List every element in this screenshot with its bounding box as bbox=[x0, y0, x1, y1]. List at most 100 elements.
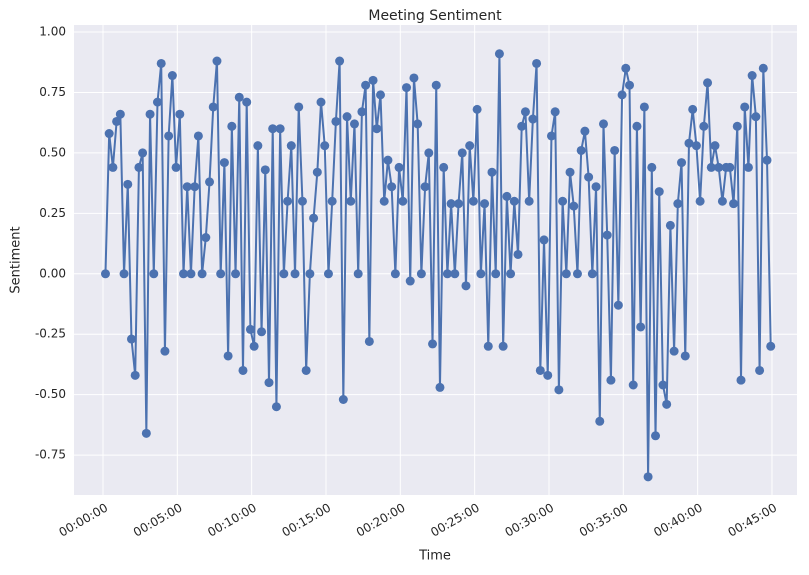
data-point bbox=[717, 196, 727, 206]
data-point bbox=[669, 346, 679, 356]
data-point bbox=[747, 71, 757, 81]
data-point bbox=[625, 80, 635, 90]
data-point bbox=[584, 172, 594, 182]
data-point bbox=[439, 162, 449, 172]
data-point bbox=[651, 431, 661, 441]
data-point bbox=[494, 49, 504, 59]
data-point bbox=[364, 336, 374, 346]
data-point bbox=[632, 121, 642, 131]
data-point bbox=[179, 269, 189, 279]
y-tick-label: 0.75 bbox=[39, 85, 66, 99]
data-point bbox=[665, 220, 675, 230]
data-point bbox=[461, 281, 471, 291]
data-point bbox=[628, 380, 638, 390]
data-point bbox=[335, 56, 345, 66]
data-point bbox=[610, 145, 620, 155]
x-axis-label: Time bbox=[418, 549, 451, 564]
data-point bbox=[249, 341, 259, 351]
data-point bbox=[743, 162, 753, 172]
data-point bbox=[413, 119, 423, 129]
data-point bbox=[498, 341, 508, 351]
data-point bbox=[621, 63, 631, 73]
data-point bbox=[383, 155, 393, 165]
data-point bbox=[138, 148, 148, 158]
data-point bbox=[732, 121, 742, 131]
data-point bbox=[725, 162, 735, 172]
x-tick-label: 00:40:00 bbox=[651, 501, 705, 540]
data-point bbox=[710, 141, 720, 151]
data-point bbox=[569, 201, 579, 211]
data-point bbox=[513, 249, 523, 259]
data-point bbox=[740, 102, 750, 112]
x-tick-label: 00:05:00 bbox=[131, 501, 185, 540]
data-point bbox=[152, 97, 162, 107]
data-point bbox=[312, 167, 322, 177]
data-point bbox=[483, 341, 493, 351]
data-point bbox=[643, 472, 653, 482]
data-point bbox=[104, 129, 114, 139]
data-point bbox=[677, 158, 687, 168]
data-point bbox=[729, 199, 739, 209]
y-tick-label: -0.50 bbox=[35, 387, 66, 401]
data-point bbox=[424, 148, 434, 158]
data-point bbox=[688, 104, 698, 114]
data-point bbox=[617, 90, 627, 100]
data-point bbox=[205, 177, 215, 187]
data-point bbox=[245, 324, 255, 334]
data-line bbox=[104, 52, 772, 478]
data-point bbox=[394, 162, 404, 172]
data-point bbox=[606, 375, 616, 385]
data-point bbox=[387, 182, 397, 192]
data-point bbox=[346, 196, 356, 206]
data-point bbox=[647, 162, 657, 172]
data-point bbox=[639, 102, 649, 112]
data-point bbox=[502, 191, 512, 201]
data-point bbox=[476, 269, 486, 279]
data-point bbox=[242, 97, 252, 107]
data-point bbox=[141, 428, 151, 438]
data-point bbox=[398, 196, 408, 206]
data-point bbox=[691, 141, 701, 151]
data-point bbox=[561, 269, 571, 279]
x-tick-label: 00:45:00 bbox=[726, 501, 780, 540]
data-point bbox=[543, 370, 553, 380]
data-point bbox=[327, 196, 337, 206]
data-point bbox=[357, 107, 367, 117]
data-point bbox=[134, 162, 144, 172]
data-point bbox=[375, 90, 385, 100]
data-point bbox=[353, 269, 363, 279]
data-point bbox=[636, 322, 646, 332]
data-point bbox=[212, 56, 222, 66]
data-point bbox=[465, 141, 475, 151]
data-point bbox=[550, 107, 560, 117]
data-point bbox=[186, 269, 196, 279]
data-point bbox=[145, 109, 155, 119]
data-point bbox=[699, 121, 709, 131]
y-tick-label: -0.25 bbox=[35, 327, 66, 341]
data-point bbox=[167, 71, 177, 81]
data-point bbox=[297, 196, 307, 206]
data-point bbox=[472, 104, 482, 114]
data-point bbox=[491, 269, 501, 279]
data-point bbox=[290, 269, 300, 279]
data-point bbox=[405, 276, 415, 286]
data-point bbox=[260, 165, 270, 175]
data-point bbox=[257, 327, 267, 337]
data-point bbox=[695, 196, 705, 206]
data-point bbox=[238, 365, 248, 375]
data-point bbox=[409, 73, 419, 83]
data-point bbox=[301, 365, 311, 375]
data-point bbox=[253, 141, 263, 151]
data-point bbox=[123, 179, 133, 189]
y-tick-label: 0.00 bbox=[39, 266, 66, 280]
y-tick-label: 0.50 bbox=[39, 145, 66, 159]
data-point bbox=[416, 269, 426, 279]
data-point bbox=[565, 167, 575, 177]
data-point bbox=[654, 187, 664, 197]
y-tick-label: 1.00 bbox=[39, 25, 66, 39]
data-point bbox=[546, 131, 556, 141]
data-point bbox=[231, 269, 241, 279]
data-point bbox=[271, 402, 281, 412]
data-point bbox=[160, 346, 170, 356]
